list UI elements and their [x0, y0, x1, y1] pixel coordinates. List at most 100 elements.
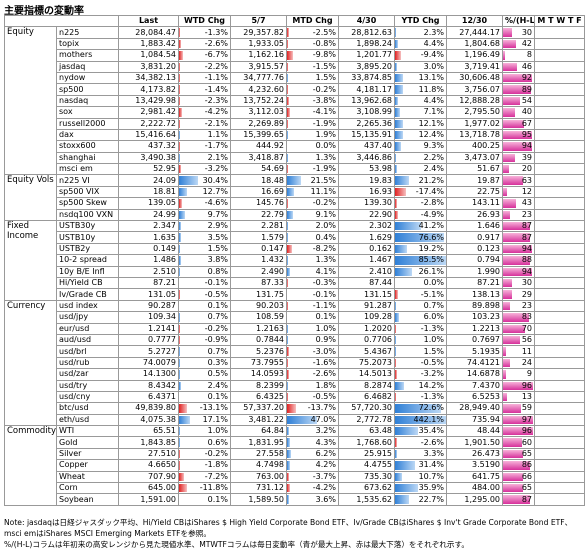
- cell-text: 131.75: [256, 289, 284, 299]
- change-bar: [179, 222, 181, 231]
- table-row: 10-2 spread 1.486 3.8% 1.432 1.3% 1.467 85.5% 0…: [5, 254, 585, 267]
- cell-text: 4.6650: [148, 460, 176, 470]
- table-row: usd/zar 14.1300 0.5% 14.0593 -2.6% 14.5013 -3.…: [5, 368, 585, 381]
- cell-value: 2.490: [230, 265, 287, 279]
- range-cell: 54: [502, 94, 535, 108]
- cell-text: -3.8%: [312, 95, 336, 105]
- change-bar: [395, 96, 398, 106]
- cell-text: topix: [59, 38, 80, 48]
- section-label: Equity: [4, 26, 57, 176]
- daily-change-cell: [534, 26, 585, 39]
- cell-text: 6.4682: [364, 392, 392, 402]
- change-bar: [179, 484, 187, 493]
- cell-text: 13,752.24: [243, 95, 284, 105]
- cell-value: 21.5%: [286, 174, 339, 187]
- cell-text: 1,843.85: [140, 437, 176, 447]
- range-cell: 65: [502, 447, 535, 461]
- range-cell: 96: [502, 379, 535, 392]
- column-header: 12/30: [446, 14, 503, 28]
- cell-value: 3.3%: [394, 447, 447, 461]
- change-bar: [395, 256, 446, 265]
- cell-value: 28,084.47: [118, 26, 179, 39]
- cell-value: 64.84: [230, 425, 287, 438]
- cell-value: 2.302: [338, 220, 395, 233]
- table-row: eth/usd 4,075.38 17.1% 3,481.22 47.0% 2,772.7…: [5, 413, 585, 427]
- table-row: usd/cny 6.4371 0.1% 6.4325 -0.5% 6.4682 -1.3% 6…: [5, 390, 585, 404]
- cell-text: 4.2%: [315, 460, 336, 470]
- range-bar: [503, 176, 523, 185]
- table-row: msci em 52.95 -3.2% 54.69 -1.9% 53.98 2.4% 51.6…: [5, 163, 585, 176]
- cell-value: 13.1%: [394, 71, 447, 85]
- cell-value: 2,981.42: [118, 106, 179, 119]
- row-name: Copper: [56, 459, 119, 472]
- cell-value: 735.94: [446, 413, 503, 427]
- change-bar: [287, 222, 289, 231]
- cell-text: 3,108.99: [356, 107, 392, 117]
- cell-text: 1.2213: [472, 323, 500, 333]
- table-row: btc/usd 49,839.80 -13.1% 57,337.20 -13.7% 57,…: [5, 402, 585, 415]
- cell-text: 3,418.87: [248, 152, 284, 162]
- range-value: 23: [521, 209, 532, 219]
- cell-value: -3.2%: [178, 163, 231, 176]
- cell-text: 400.25: [472, 141, 500, 151]
- range-value: 65: [521, 449, 532, 459]
- change-bar: [179, 119, 181, 128]
- cell-value: 2.9%: [178, 220, 231, 233]
- cell-text: 0.0%: [423, 278, 444, 288]
- cell-value: -3.8%: [286, 94, 339, 108]
- cell-text: -1.5%: [312, 61, 336, 71]
- row-name: Gold: [56, 436, 119, 449]
- daily-change-cell: [534, 83, 585, 96]
- change-bar: [179, 461, 181, 470]
- cell-value: 31.4%: [394, 459, 447, 472]
- cell-text: 64.84: [261, 426, 284, 436]
- cell-text: 3.5190: [472, 460, 500, 470]
- change-bar: [287, 484, 290, 493]
- change-bar: [179, 165, 182, 174]
- cell-value: 19.83: [338, 174, 395, 187]
- cell-value: -1.7%: [178, 140, 231, 153]
- cell-text: 7.4370: [472, 380, 500, 390]
- change-bar: [179, 39, 181, 49]
- cell-text: 0.7%: [207, 346, 228, 356]
- column-header: YTD Chg: [394, 14, 447, 28]
- cell-value: 1,831.95: [230, 436, 287, 449]
- cell-value: 74.0079: [118, 356, 179, 370]
- cell-text: 0.1%: [315, 312, 336, 322]
- cell-value: 63.48: [338, 425, 395, 438]
- cell-text: -1.6%: [312, 357, 336, 367]
- cell-text: -2.8%: [420, 198, 444, 208]
- daily-change-cell: [534, 311, 585, 324]
- cell-text: 18.81: [153, 187, 176, 197]
- row-name: sp500 VIX: [56, 185, 119, 199]
- table-row: nsdq100 VXN 24.99 9.7% 22.79 9.1% 22.90 -4.9% 2…: [5, 208, 585, 222]
- cell-text: 0.6%: [207, 437, 228, 447]
- cell-value: -11.8%: [178, 481, 231, 495]
- cell-value: 14.2%: [394, 379, 447, 392]
- cell-value: 1,535.62: [338, 493, 395, 506]
- table-row: Wheat 707.90 -7.2% 763.00 -3.7% 735.30 10.7% 64…: [5, 470, 585, 484]
- cell-value: 3,473.07: [446, 151, 503, 165]
- cell-value: 1,898.24: [338, 37, 395, 51]
- change-bar: [179, 210, 186, 220]
- cell-text: 28,812.63: [351, 27, 392, 37]
- range-bar: [503, 427, 533, 436]
- cell-value: -0.9%: [178, 333, 231, 347]
- cell-value: 11.8%: [394, 83, 447, 96]
- change-bar: [179, 51, 184, 60]
- range-bar: [503, 165, 510, 174]
- range-cell: 8: [502, 49, 535, 62]
- cell-value: 21.2%: [394, 174, 447, 187]
- cell-text: 3.6%: [315, 494, 336, 504]
- cell-text: 3.2%: [315, 426, 336, 436]
- cell-text: 14.1300: [142, 369, 176, 379]
- cell-text: 2.347: [153, 221, 176, 231]
- cell-text: Hi/Yield CB: [59, 278, 103, 288]
- cell-text: 4,075.38: [140, 414, 176, 424]
- cell-text: -11.8%: [199, 483, 228, 493]
- range-value: 63: [521, 175, 532, 185]
- daily-change-cell: [534, 220, 585, 233]
- cell-value: 1.5%: [178, 242, 231, 256]
- row-name: usd/brl: [56, 345, 119, 358]
- range-bar: [503, 73, 532, 83]
